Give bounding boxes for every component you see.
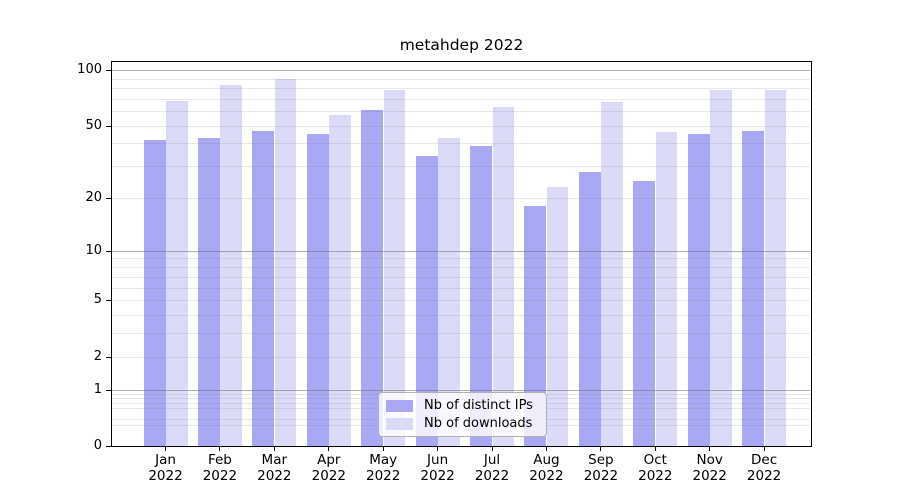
- major-gridline-100: [112, 70, 811, 71]
- bar-nb-of-distinct-ips-nov: [687, 134, 710, 446]
- bar-nb-of-distinct-ips-jun: [415, 156, 438, 446]
- x-tick-label-aug: Aug 2022: [529, 452, 564, 484]
- x-tick-mark-mar: [273, 446, 275, 451]
- x-tick-label-jan: Jan 2022: [148, 452, 183, 484]
- minor-gridline-2: [112, 356, 811, 358]
- x-tick-mark-aug: [545, 446, 547, 451]
- legend-label-downloads: Nb of downloads: [424, 416, 533, 431]
- x-tick-label-sep: Sep 2022: [583, 452, 619, 484]
- y-tick-label-1: 1: [93, 381, 102, 397]
- bar-nb-of-downloads-dec: [764, 90, 787, 446]
- bar-nb-of-downloads-may: [383, 90, 406, 446]
- y-tick-mark-20: [106, 198, 111, 199]
- minor-gridline-40: [112, 143, 811, 145]
- x-tick-label-mar: Mar 2022: [257, 452, 292, 484]
- legend-row-downloads: Nb of downloads: [386, 416, 538, 432]
- legend-swatch-distinct-ips: [386, 400, 413, 412]
- bar-nb-of-distinct-ips-sep: [578, 171, 601, 446]
- bar-nb-of-distinct-ips-dec: [742, 130, 765, 446]
- legend-swatch-downloads: [386, 418, 413, 430]
- bar-nb-of-downloads-mar: [274, 78, 297, 446]
- x-tick-mark-feb: [219, 446, 221, 451]
- bar-nb-of-distinct-ips-oct: [633, 180, 656, 446]
- y-tick-label-20: 20: [85, 190, 102, 205]
- y-tick-mark-10: [106, 250, 111, 252]
- x-tick-mark-jun: [437, 446, 439, 451]
- bar-nb-of-distinct-ips-jul: [470, 145, 492, 446]
- x-tick-label-may: May 2022: [366, 452, 401, 484]
- bar-nb-of-downloads-aug: [546, 187, 569, 446]
- minor-gridline-6: [112, 287, 811, 289]
- minor-gridline-60: [112, 111, 811, 113]
- x-tick-mark-dec: [763, 446, 765, 451]
- x-tick-label-jul: Jul 2022: [474, 452, 510, 484]
- bar-nb-of-distinct-ips-may: [361, 109, 384, 446]
- y-tick-mark-0: [106, 446, 111, 447]
- bar-nb-of-distinct-ips-jan: [143, 139, 166, 446]
- x-tick-mark-apr: [328, 446, 330, 451]
- y-tick-label-5: 5: [93, 292, 102, 307]
- minor-gridline-4: [112, 314, 811, 316]
- bar-nb-of-downloads-jul: [492, 107, 514, 446]
- minor-gridline-90: [112, 78, 811, 80]
- bar-nb-of-downloads-nov: [710, 90, 732, 446]
- major-gridline-10: [112, 250, 811, 252]
- minor-gridline-50: [112, 125, 811, 127]
- x-tick-mark-sep: [600, 446, 602, 451]
- x-tick-label-apr: Apr 2022: [311, 452, 346, 484]
- x-tick-label-feb: Feb 2022: [202, 452, 238, 484]
- x-tick-label-dec: Dec 2022: [746, 452, 782, 484]
- x-tick-mark-nov: [709, 446, 711, 451]
- bar-nb-of-downloads-apr: [329, 115, 351, 446]
- plot-area: 0 1 2 5 10 20 50 100 Jan 2022 Feb 2022 Mar 2022 Apr…: [77, 61, 812, 484]
- minor-gridline-30: [112, 166, 811, 168]
- legend: Nb of distinct IPs Nb of downloads: [378, 392, 547, 437]
- y-tick-mark-1: [106, 389, 111, 391]
- minor-gridline-3: [112, 333, 811, 335]
- y-tick-label-10: 10: [85, 242, 102, 258]
- minor-gridline-7: [112, 276, 811, 278]
- minor-gridline-8: [112, 267, 811, 268]
- bar-nb-of-downloads-jun: [438, 137, 460, 446]
- y-tick-mark-50: [106, 125, 111, 127]
- minor-gridline-80: [112, 88, 811, 89]
- minor-gridline-20: [112, 198, 811, 199]
- legend-label-distinct-ips: Nb of distinct IPs: [424, 398, 533, 413]
- x-tick-label-jun: Jun 2022: [420, 452, 455, 484]
- y-tick-mark-2: [106, 356, 111, 358]
- bar-nb-of-distinct-ips-aug: [524, 206, 547, 446]
- bar-nb-of-distinct-ips-apr: [306, 134, 329, 446]
- y-tick-label-100: 100: [77, 62, 102, 77]
- x-tick-label-nov: Nov 2022: [692, 452, 727, 484]
- y-tick-label-0: 0: [93, 438, 102, 453]
- y-tick-label-2: 2: [93, 348, 102, 364]
- x-tick-mark-may: [382, 446, 384, 451]
- x-tick-mark-oct: [654, 446, 656, 451]
- x-tick-mark-jan: [165, 446, 166, 451]
- minor-gridline-5: [112, 300, 811, 301]
- y-tick-label-50: 50: [85, 117, 102, 133]
- bar-nb-of-downloads-sep: [601, 102, 623, 446]
- chart-title: metahdep 2022: [399, 36, 524, 54]
- y-tick-mark-5: [106, 300, 111, 301]
- minor-gridline-70: [112, 98, 811, 100]
- x-tick-label-oct: Oct 2022: [638, 452, 673, 484]
- y-tick-mark-100: [106, 70, 111, 71]
- x-tick-mark-jul: [491, 446, 493, 451]
- bar-nb-of-downloads-jan: [166, 101, 188, 446]
- major-gridline-1: [112, 389, 811, 391]
- bar-nb-of-distinct-ips-mar: [252, 130, 275, 446]
- bar-nb-of-downloads-oct: [655, 132, 678, 446]
- bar-nb-of-downloads-feb: [220, 85, 242, 446]
- minor-gridline-9: [112, 258, 811, 260]
- bar-nb-of-distinct-ips-feb: [197, 137, 220, 446]
- legend-row-distinct-ips: Nb of distinct IPs: [386, 398, 538, 414]
